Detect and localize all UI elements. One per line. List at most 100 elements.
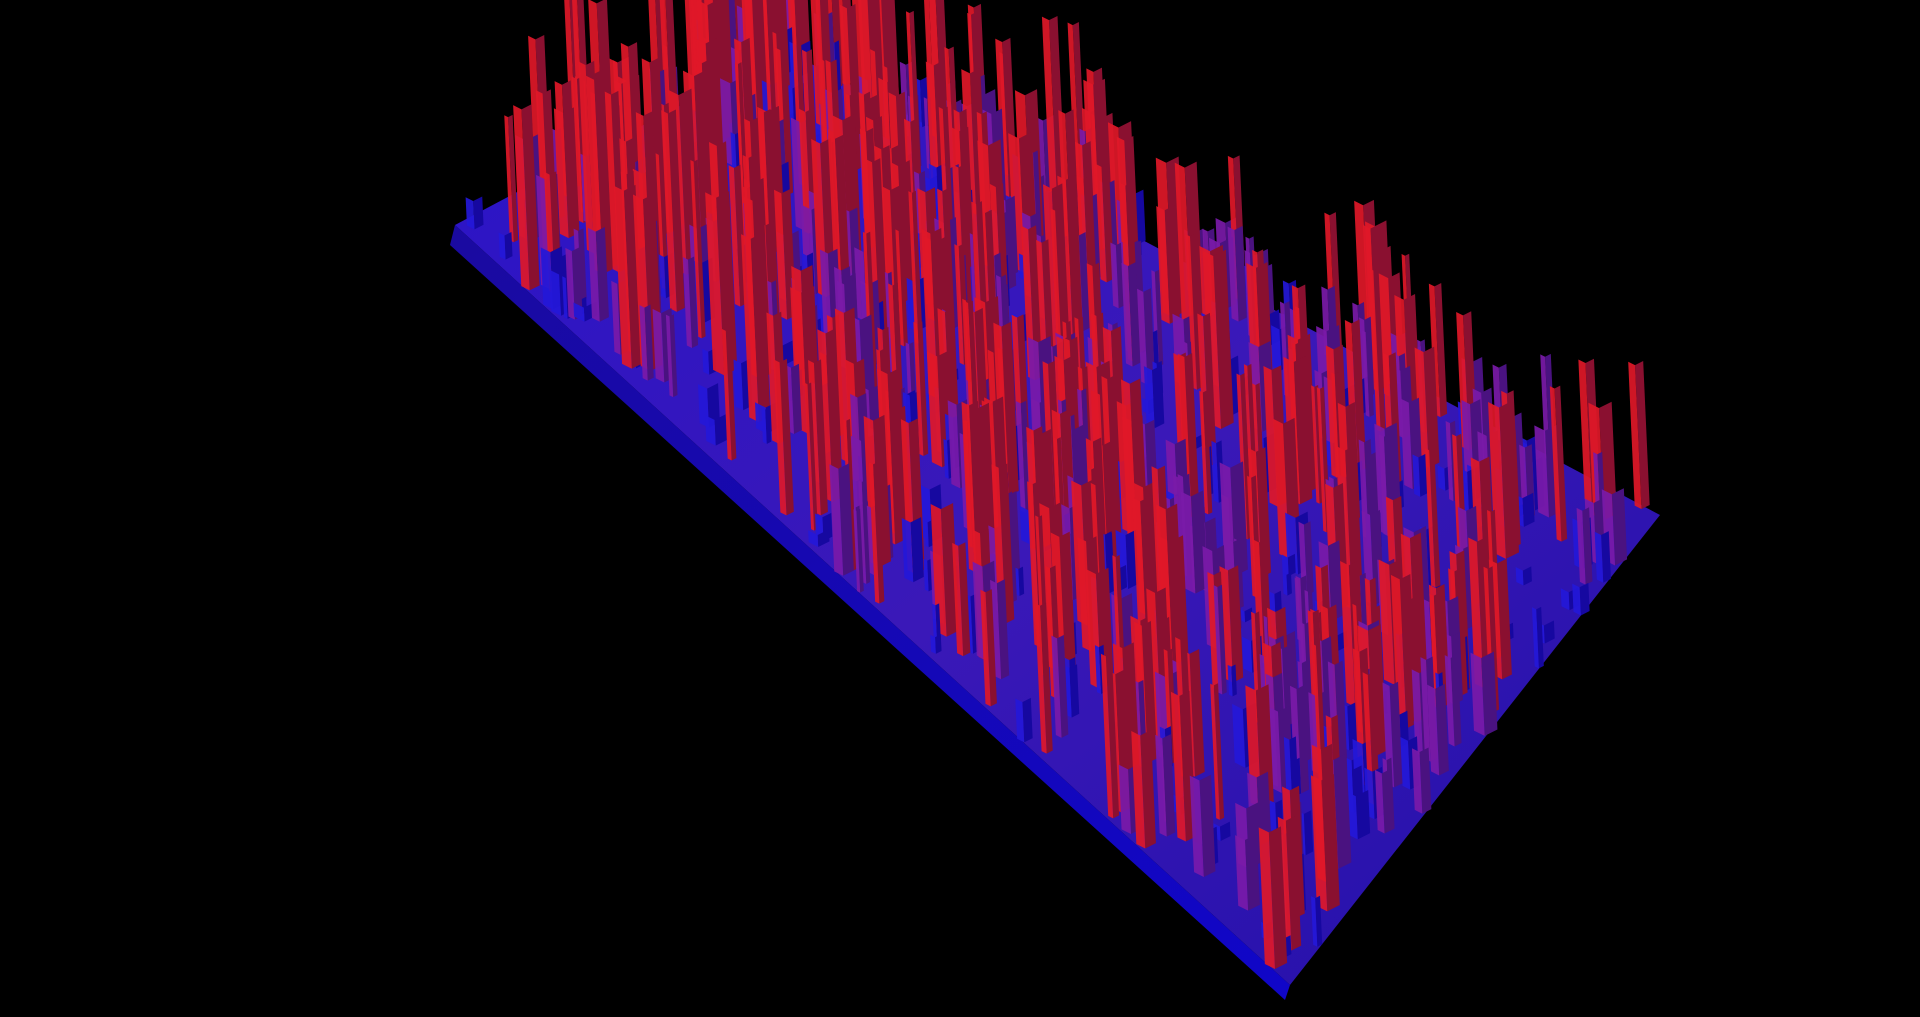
building-column-front (1424, 448, 1436, 596)
building-column-front (1100, 653, 1114, 819)
building-column-side (898, 229, 908, 347)
building-column-front (705, 192, 725, 376)
building-column-front (734, 62, 747, 246)
building-column-front (954, 244, 964, 365)
building-column-side (1154, 269, 1164, 367)
building-column-side (1543, 620, 1555, 644)
building-column-front (952, 542, 964, 657)
building-column-side (1450, 654, 1462, 747)
building-column-side (1219, 821, 1231, 842)
building-column-side (898, 160, 916, 302)
building-column-front (761, 407, 767, 444)
building-column-side (985, 589, 997, 707)
building-column-front (1041, 16, 1057, 198)
building-column-side (508, 114, 519, 243)
building-column-front (1488, 402, 1506, 559)
building-column-front (1232, 703, 1246, 768)
building-column-front (744, 0, 758, 124)
building-column-front (853, 509, 861, 593)
building-column-side (1028, 225, 1043, 381)
building-column-side (1059, 531, 1077, 696)
building-column-side (1217, 584, 1227, 695)
building-column-side (1611, 488, 1628, 566)
building-column-front (733, 359, 744, 411)
building-column-front (1207, 571, 1219, 693)
building-column-front (1137, 288, 1148, 385)
building-column-side (1315, 895, 1323, 947)
building-column-front (758, 109, 771, 256)
building-column-front (884, 272, 893, 373)
building-column-side (958, 542, 971, 657)
building-column-side (780, 47, 794, 196)
building-column-side (1487, 566, 1500, 713)
building-column-front (773, 359, 787, 516)
building-column-front (1444, 655, 1455, 747)
building-column-front (1219, 566, 1233, 683)
building-column-front (1174, 162, 1192, 325)
building-column-front (1282, 572, 1288, 596)
building-column-side (623, 184, 644, 369)
building-column-front (553, 108, 569, 239)
building-column-front (665, 314, 674, 398)
building-column-side (1635, 361, 1650, 510)
building-column-side (1213, 683, 1225, 820)
building-column-side (790, 363, 802, 435)
building-column-front (926, 351, 943, 468)
building-column-front (913, 321, 924, 457)
building-column-front (573, 302, 585, 322)
building-column-front (1210, 683, 1220, 820)
building-column-side (1255, 447, 1272, 578)
building-column-side (779, 358, 794, 516)
building-column-side (1333, 753, 1352, 869)
building-column-front (1155, 734, 1167, 837)
building-column-side (1418, 453, 1428, 497)
building-column-front (1263, 365, 1278, 507)
building-column-front (1428, 283, 1441, 418)
building-column-side (1579, 582, 1590, 616)
building-column-side (1429, 447, 1441, 596)
building-column-front (571, 76, 584, 223)
building-column-front (1311, 896, 1318, 947)
building-column-front (1411, 669, 1424, 757)
building-column-front (1572, 583, 1581, 616)
slab-front-edge (450, 225, 1290, 1000)
building-column-front (1227, 226, 1239, 322)
building-column-side (856, 508, 864, 593)
building-column-side (1001, 321, 1019, 496)
building-column-front (1095, 163, 1107, 283)
building-column-side (940, 503, 959, 637)
building-column-front (1378, 559, 1395, 685)
building-column-side (1022, 697, 1033, 743)
building-column-front (611, 280, 621, 355)
building-column-side (1481, 651, 1498, 736)
building-column-front (774, 189, 788, 320)
building-column-side (1237, 538, 1244, 609)
building-column-front (586, 75, 603, 275)
building-column-side (716, 191, 738, 376)
building-column-front (1361, 330, 1370, 418)
building-column-side (1140, 730, 1156, 849)
building-column-front (1094, 645, 1101, 695)
building-column-side (1227, 565, 1244, 683)
building-column-front (961, 401, 977, 573)
building-column-side (578, 228, 587, 302)
building-column-front (639, 305, 648, 381)
building-column-front (925, 61, 939, 184)
building-column-front (1281, 554, 1289, 577)
building-column-side (1268, 826, 1288, 969)
building-column-front (1131, 731, 1146, 849)
building-column-side (958, 163, 973, 327)
building-column-front (990, 579, 1002, 680)
building-column-front (728, 165, 741, 307)
building-column-front (1534, 425, 1549, 518)
building-column-side (562, 107, 580, 239)
building-column-front (1414, 347, 1429, 468)
building-column-front (908, 191, 919, 344)
building-column-side (1499, 400, 1520, 559)
building-column-side (873, 461, 885, 604)
building-column-side (846, 3, 863, 172)
building-column-front (1310, 775, 1328, 912)
building-column-front (655, 153, 665, 290)
building-column-side (911, 190, 923, 344)
